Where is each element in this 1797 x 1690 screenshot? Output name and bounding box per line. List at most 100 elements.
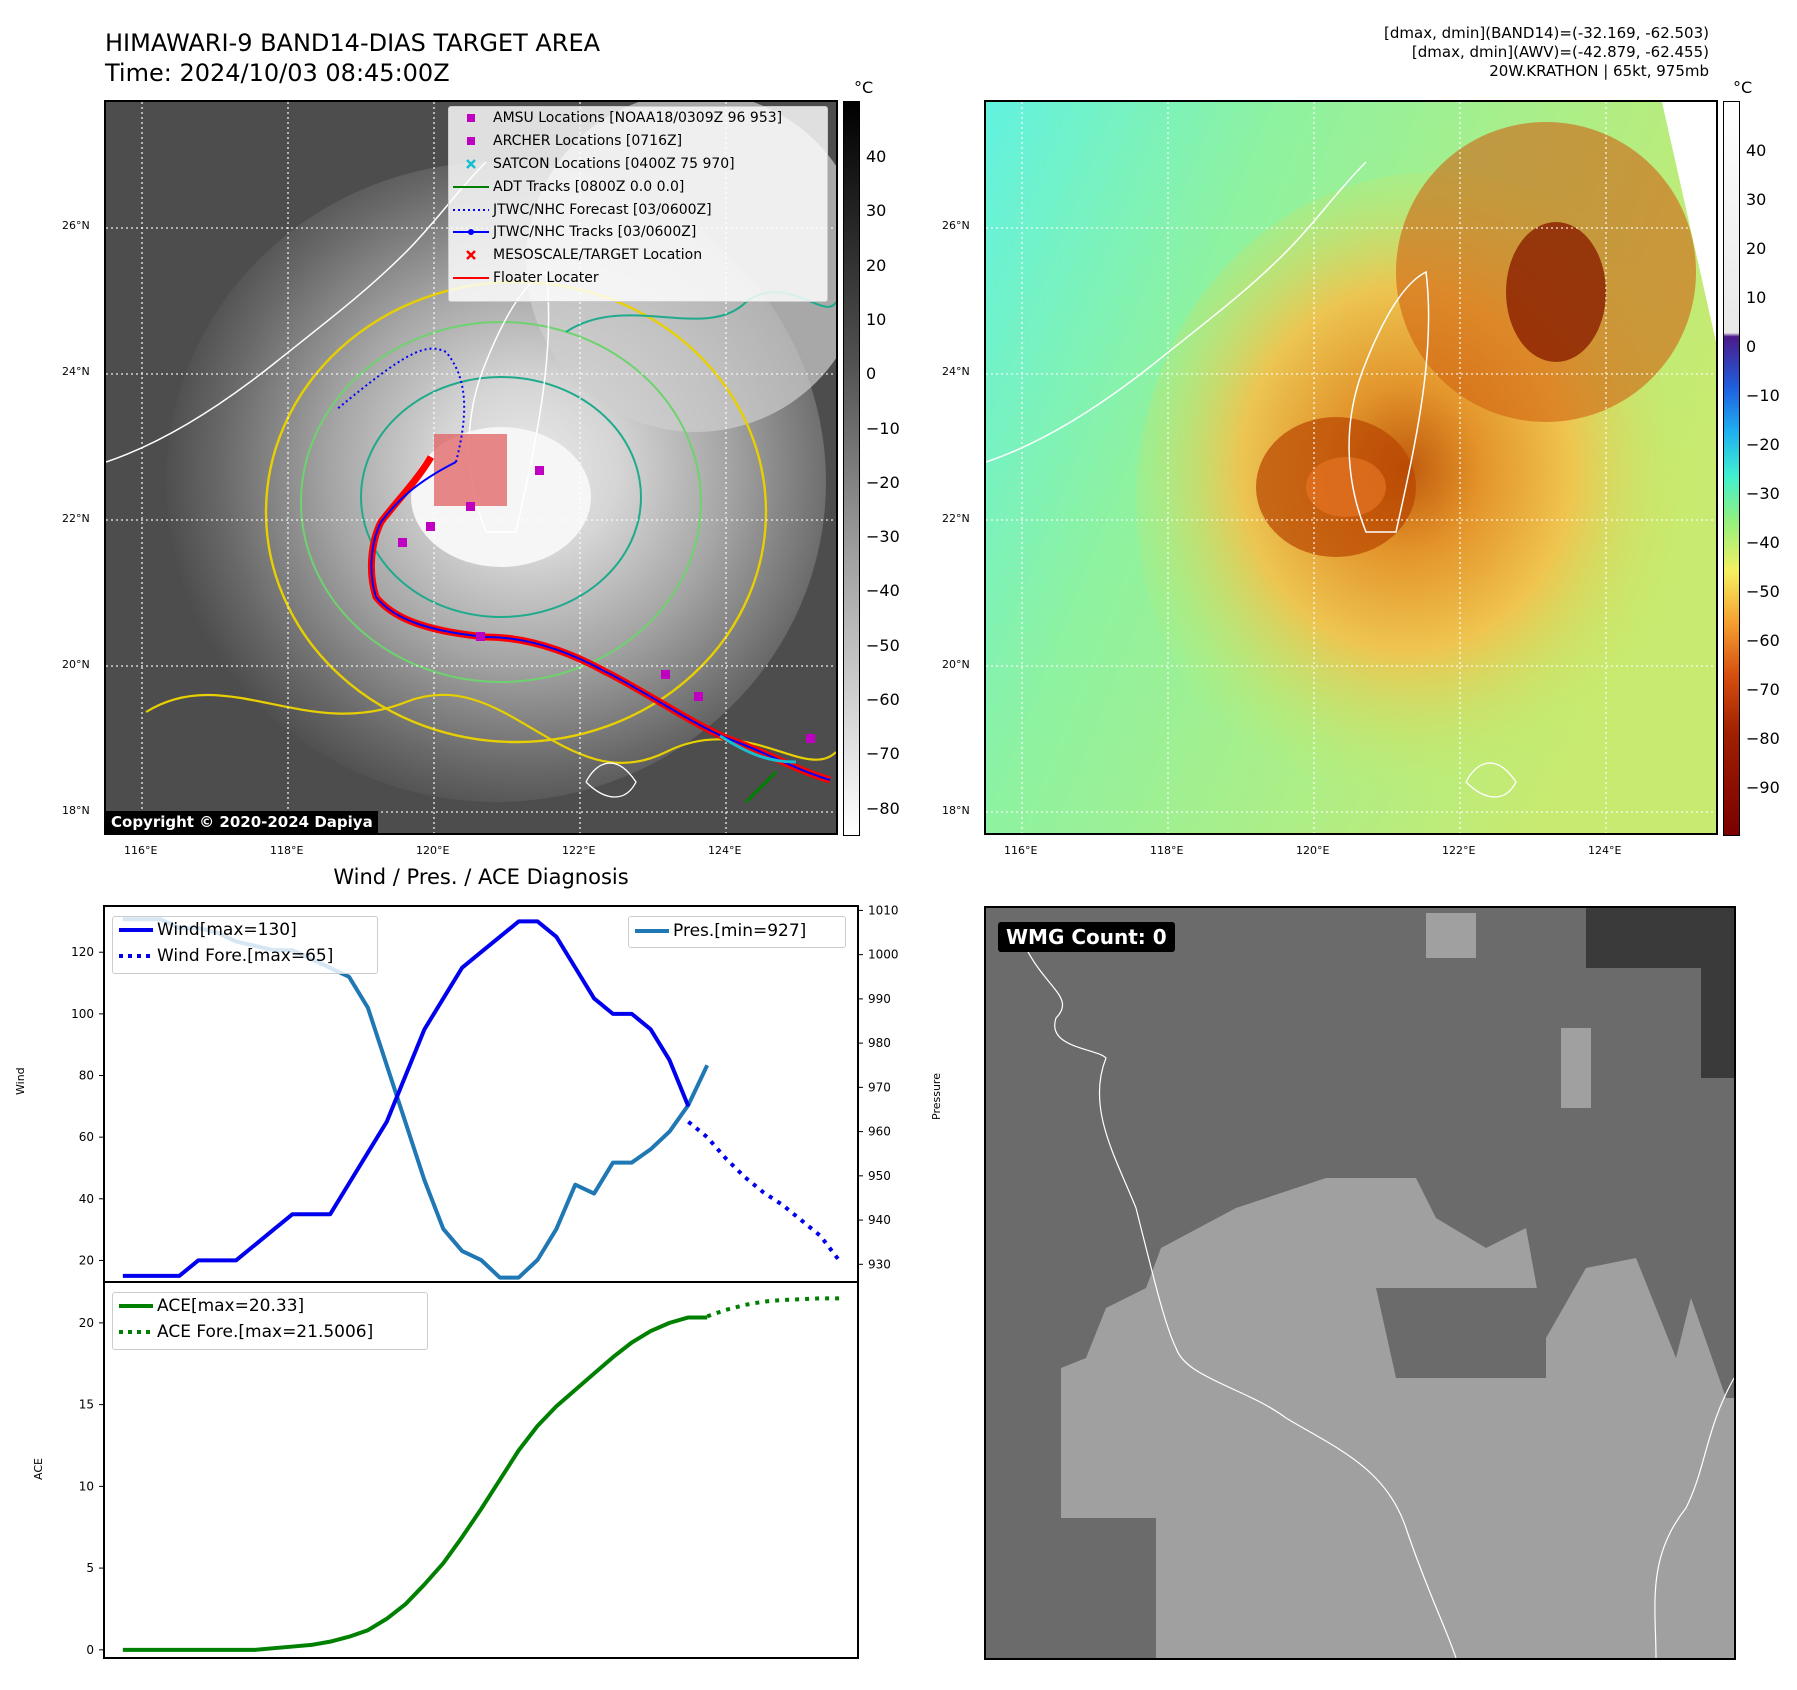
legend-item-wind-fore: Wind Fore.[max=65] [113, 943, 377, 969]
y2-tick-label: 930 [868, 1257, 891, 1271]
wmg-count-badge: WMG Count: 0 [998, 922, 1175, 952]
series-line [122, 1315, 708, 1652]
colorbar-right-tick: 0 [1746, 337, 1757, 356]
lat-label-20-right: 20°N [942, 658, 970, 671]
lat-label-20: 20°N [62, 658, 90, 671]
lon-label-120-right: 120°E [1296, 844, 1330, 857]
pressure-axis-label: Pressure [930, 1073, 943, 1120]
ace-chart: 0 5 10 15 20 [79, 1281, 859, 1659]
colorbar-right-tick: −50 [1746, 582, 1780, 601]
lat-label-26: 26°N [62, 219, 90, 232]
line-key-icon [113, 927, 157, 933]
y2-tick-label: 970 [868, 1080, 891, 1094]
lon-label-122: 122°E [562, 844, 596, 857]
lat-label-22-right: 22°N [942, 512, 970, 525]
colorbar-right-tick: −70 [1746, 680, 1780, 699]
y-tick-label: 20 [79, 1253, 94, 1267]
legend-item-ace: ACE[max=20.33] [113, 1293, 427, 1319]
legend-label: JTWC/NHC Tracks [03/0600Z] [493, 224, 697, 241]
y2-tick-label: 960 [868, 1125, 891, 1139]
lat-label-24-right: 24°N [942, 365, 970, 378]
colorbar-right-tick: −90 [1746, 778, 1780, 797]
colorbar-left-tick: −70 [866, 744, 900, 764]
legend-label: Floater Locater [493, 269, 599, 286]
dotted-line-key-icon [113, 1329, 157, 1335]
awv-map-image [986, 102, 1716, 833]
lat-label-18: 18°N [62, 804, 90, 817]
y-tick-label: 20 [79, 1316, 94, 1330]
colorbar-right-tick: 10 [1746, 288, 1767, 307]
colorbar-left-tick: −40 [866, 581, 900, 601]
y2-tick-label: 950 [868, 1169, 891, 1183]
storm-info-line3: 20W.KRATHON | 65kt, 975mb [1489, 62, 1709, 80]
y-tick-label: 100 [71, 1007, 94, 1021]
colorbar-right-tick: −60 [1746, 631, 1780, 650]
legend-label: Wind Fore.[max=65] [157, 946, 334, 966]
colorbar-left-tick: −10 [866, 418, 900, 438]
legend-label: MESOSCALE/TARGET Location [493, 247, 703, 264]
colorbar-left-tick: −60 [866, 690, 900, 709]
storm-info-line1: [dmax, dmin](BAND14)=(-32.169, -62.503) [1384, 24, 1709, 42]
legend-item-forecast: JTWC/NHC Forecast [03/0600Z] [449, 198, 827, 221]
series-line [706, 1296, 840, 1319]
line-dot-key-icon [449, 228, 493, 236]
storm-info: [dmax, dmin](BAND14)=(-32.169, -62.503) … [1384, 24, 1709, 81]
figure-title-line1: HIMAWARI-9 BAND14-DIAS TARGET AREA [105, 29, 601, 57]
wind-axis-label: Wind [14, 1067, 27, 1095]
square-marker-icon [449, 135, 493, 147]
legend-item-ace-fore: ACE Fore.[max=21.5006] [113, 1319, 427, 1345]
series-line [122, 919, 691, 1278]
lon-label-120: 120°E [416, 844, 450, 857]
colorbar-right-tick: −40 [1746, 533, 1780, 552]
legend-item-wind: Wind[max=130] [113, 917, 377, 943]
diagnosis-charts: 9309409509609709809901000101020406080100… [71, 903, 899, 1659]
colorbar-left-tick: 0 [866, 364, 877, 384]
y2-tick-label: 980 [868, 1036, 891, 1050]
colorbar-right [1723, 101, 1740, 836]
map-legend: AMSU Locations [NOAA18/0309Z 96 953] ARC… [448, 106, 828, 302]
y-tick-label: 80 [79, 1069, 94, 1083]
colorbar-right-tick: 40 [1746, 141, 1767, 160]
figure-title-line2: Time: 2024/10/03 08:45:00Z [105, 59, 450, 87]
wmg-image [986, 908, 1734, 1658]
ace-legend: ACE[max=20.33] ACE Fore.[max=21.5006] [112, 1292, 428, 1350]
copyright-badge: Copyright © 2020-2024 Dapiya [106, 811, 378, 833]
x-marker-icon [449, 158, 493, 170]
square-marker-icon [449, 112, 493, 124]
lat-label-24: 24°N [62, 365, 90, 378]
lon-label-118-right: 118°E [1150, 844, 1184, 857]
ace-axis-label: ACE [32, 1458, 45, 1480]
y-tick-label: 40 [79, 1192, 94, 1206]
line-key-icon [629, 928, 673, 934]
y-tick-label: 5 [86, 1561, 94, 1575]
colorbar-right-tick: −80 [1746, 729, 1780, 748]
y-tick-label: 120 [71, 945, 94, 959]
lon-label-116-right: 116°E [1004, 844, 1038, 857]
legend-item-target: MESOSCALE/TARGET Location [449, 244, 827, 267]
y2-tick-label: 1000 [868, 948, 899, 962]
dotted-line-key-icon [113, 953, 157, 959]
lon-label-116: 116°E [124, 844, 158, 857]
colorbar-right-tick: 20 [1746, 239, 1767, 258]
y2-tick-label: 1010 [868, 903, 899, 917]
colorbar-left-tick: 10 [866, 309, 887, 329]
y-tick-label: 0 [86, 1643, 94, 1657]
lat-label-18-right: 18°N [942, 804, 970, 817]
wmg-panel: WMG Count: 0 [984, 906, 1736, 1660]
colorbar-right-tick: −20 [1746, 435, 1780, 454]
legend-item-adt: ADT Tracks [0800Z 0.0 0.0] [449, 175, 827, 198]
legend-item-archer: ARCHER Locations [0716Z] [449, 130, 827, 153]
lon-label-118: 118°E [270, 844, 304, 857]
series-line [687, 1120, 841, 1262]
legend-label: AMSU Locations [NOAA18/0309Z 96 953] [493, 110, 783, 127]
storm-info-line2: [dmax, dmin](AWV)=(-42.879, -62.455) [1411, 43, 1709, 61]
colorbar-right-tick: −30 [1746, 484, 1780, 503]
legend-label: JTWC/NHC Forecast [03/0600Z] [493, 201, 712, 218]
colorbar-left-tick: −20 [866, 472, 900, 492]
y-tick-label: 10 [79, 1479, 94, 1493]
legend-item-amsu: AMSU Locations [NOAA18/0309Z 96 953] [449, 107, 827, 130]
legend-label: ACE[max=20.33] [157, 1296, 305, 1316]
colorbar-left-tick: −30 [866, 527, 900, 547]
figure-title: HIMAWARI-9 BAND14-DIAS TARGET AREA Time:… [105, 28, 600, 88]
y2-tick-label: 940 [868, 1213, 891, 1227]
